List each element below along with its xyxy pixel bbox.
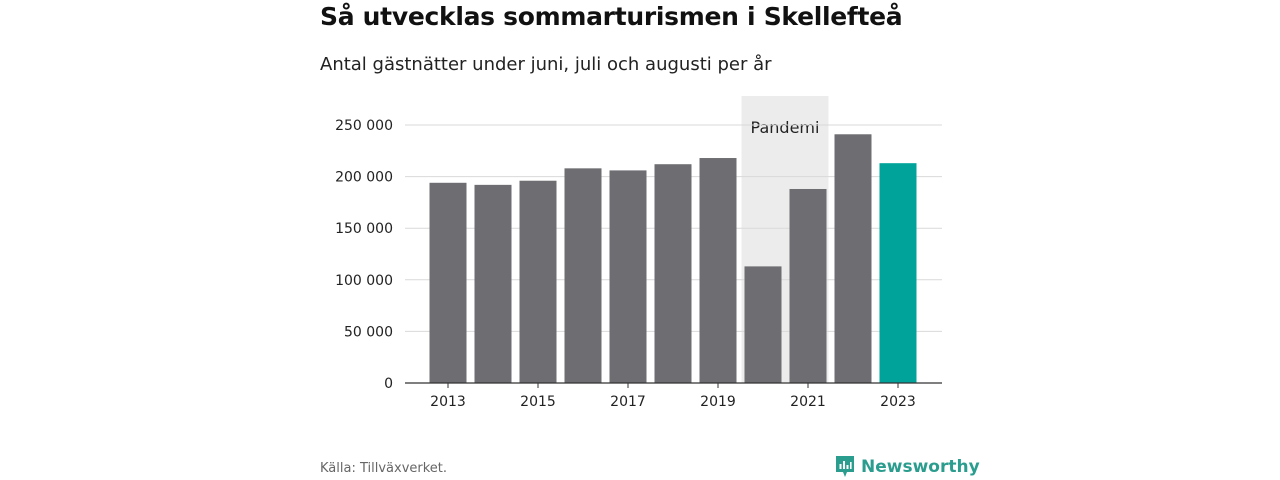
x-tick-label: 2015 <box>520 394 556 410</box>
x-tick-label: 2013 <box>430 394 466 410</box>
bar-2017 <box>609 170 647 383</box>
bar-2014 <box>474 184 512 383</box>
chart-title: Så utvecklas sommarturismen i Skellefteå <box>320 2 903 31</box>
x-tick-label: 2021 <box>790 394 826 410</box>
y-tick-label: 100 000 <box>335 273 393 289</box>
brand-name: Newsworthy <box>861 457 980 477</box>
y-tick-label: 0 <box>384 376 393 392</box>
bar-2022 <box>834 134 872 383</box>
x-tick-label: 2023 <box>880 394 916 410</box>
axes: 0 50 000 100 000 150 000 200 000 250 000 2013 2… <box>335 118 942 410</box>
x-tick-label: 2019 <box>700 394 736 410</box>
bar-2018 <box>654 164 692 383</box>
bar-2021 <box>789 188 827 383</box>
pandemic-label: Pandemi <box>751 118 820 137</box>
bar-2015 <box>519 180 557 383</box>
y-tick-label: 250 000 <box>335 118 393 134</box>
bar-2013 <box>429 182 467 383</box>
chart-subtitle: Antal gästnätter under juni, juli och au… <box>320 54 772 75</box>
y-tick-label: 200 000 <box>335 170 393 186</box>
bar-2020 <box>744 266 782 383</box>
newsworthy-logo-icon <box>836 456 854 477</box>
y-tick-label: 50 000 <box>344 324 393 340</box>
bar-chart: Pandemi 0 50 000 100 000 150 000 200 000 250 … <box>335 96 942 410</box>
bar-2019 <box>699 158 737 383</box>
y-tick-label: 150 000 <box>335 221 393 237</box>
bars <box>429 134 917 383</box>
bar-2023 <box>879 163 917 383</box>
bar-2016 <box>564 168 602 383</box>
source-note: Källa: Tillväxverket. <box>320 461 448 476</box>
brand-logo: Newsworthy <box>835 455 980 479</box>
x-tick-label: 2017 <box>610 394 646 410</box>
